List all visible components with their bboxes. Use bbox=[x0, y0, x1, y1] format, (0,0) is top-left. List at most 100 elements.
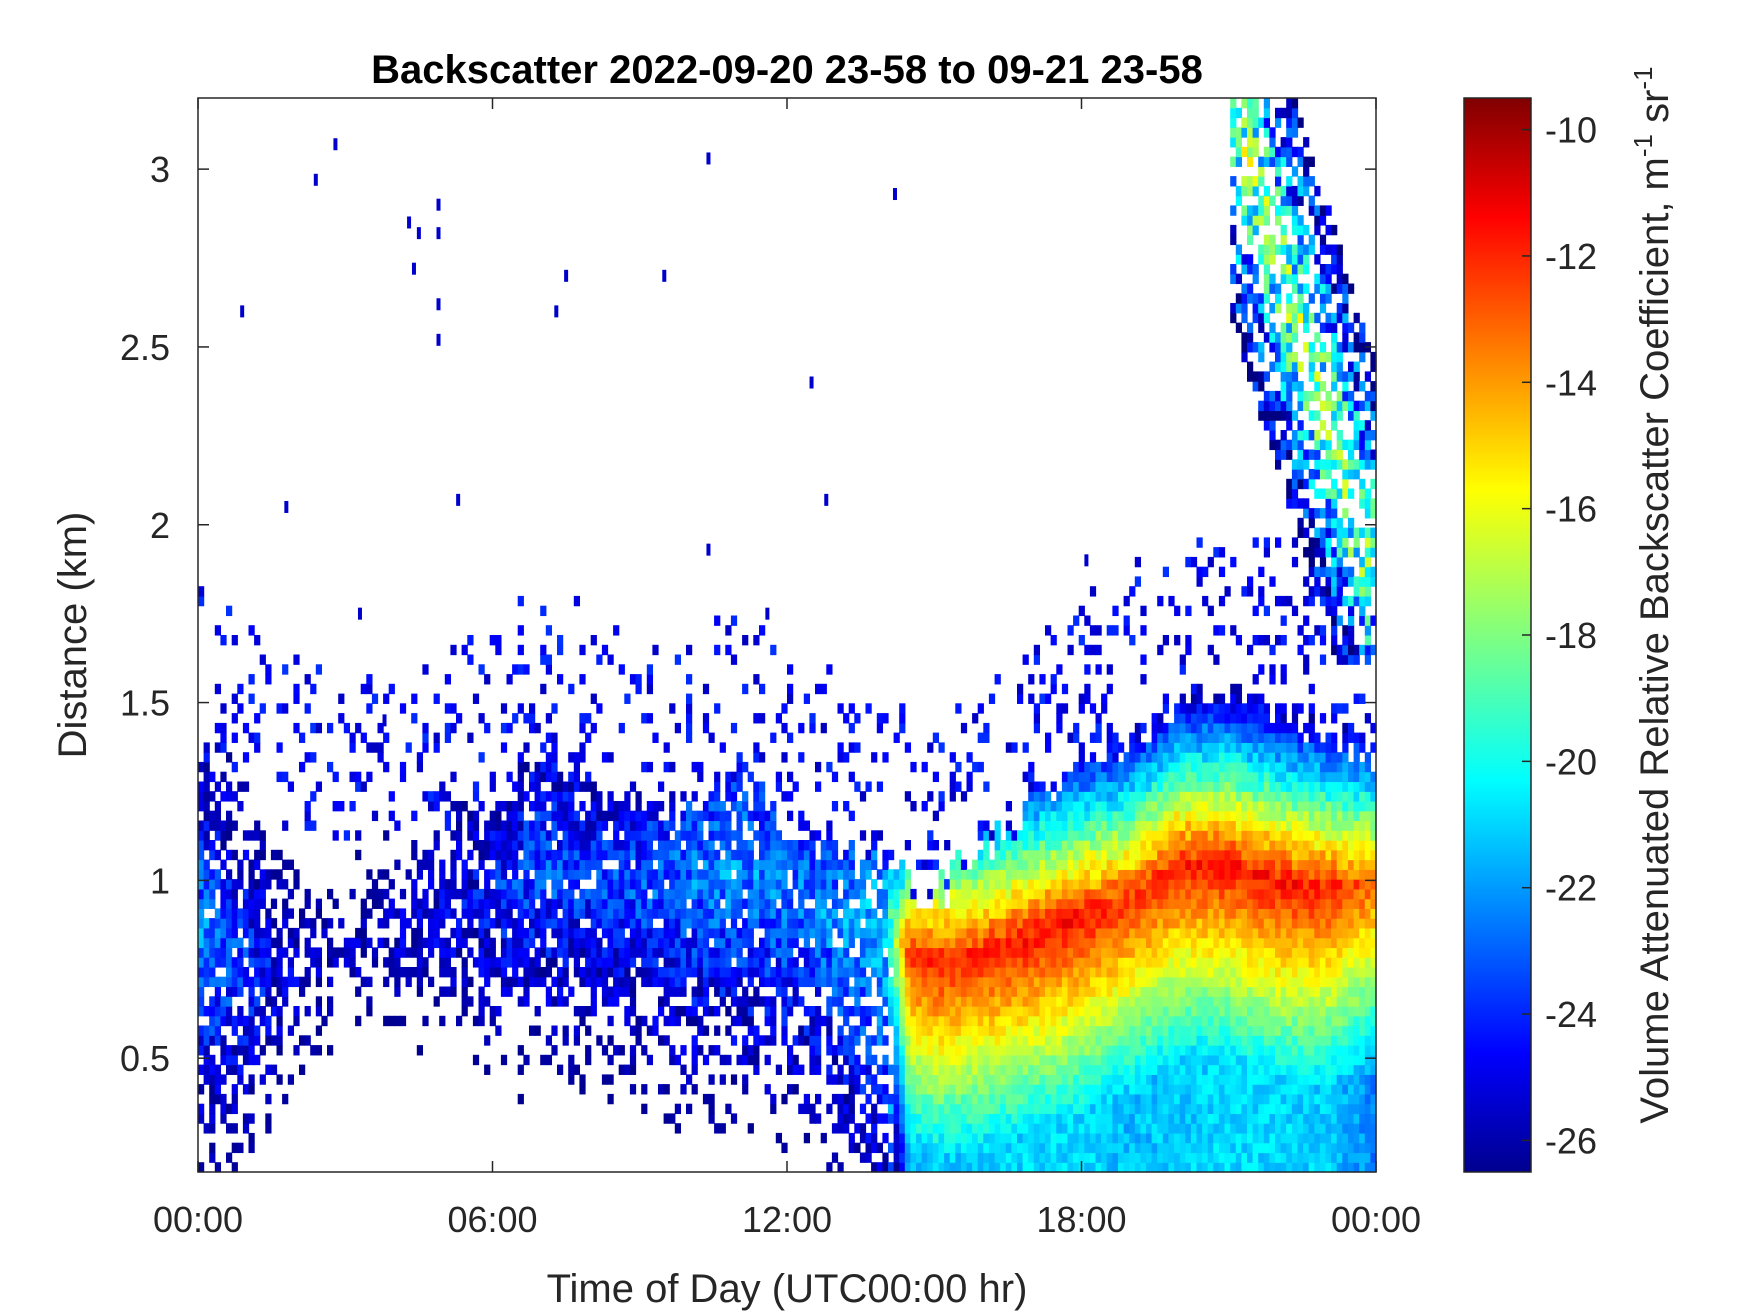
heatmap-cell bbox=[960, 791, 968, 802]
heatmap-cell bbox=[1162, 1113, 1170, 1124]
heatmap-cell bbox=[904, 898, 912, 909]
heatmap-cell bbox=[798, 752, 805, 763]
heatmap-cell bbox=[1033, 1064, 1041, 1075]
heatmap-cell bbox=[1162, 693, 1170, 704]
heatmap-cell bbox=[366, 1006, 373, 1017]
heatmap-cell bbox=[1123, 869, 1130, 880]
heatmap-cell bbox=[1011, 996, 1018, 1007]
heatmap-cell bbox=[1073, 908, 1080, 919]
heatmap-cell bbox=[1174, 1035, 1181, 1046]
heatmap-cell bbox=[254, 888, 261, 900]
heatmap-cell bbox=[1033, 1035, 1041, 1046]
heatmap-cell bbox=[770, 849, 777, 861]
heatmap-cell bbox=[304, 947, 311, 958]
heatmap-cell bbox=[568, 1074, 575, 1085]
heatmap-cell bbox=[613, 879, 620, 890]
heatmap-cell bbox=[1101, 898, 1108, 909]
heatmap-cell bbox=[803, 1093, 811, 1105]
heatmap-cell bbox=[1073, 976, 1080, 988]
heatmap-cell bbox=[1213, 840, 1220, 851]
heatmap-cell bbox=[226, 898, 233, 909]
heatmap-cell bbox=[646, 937, 654, 949]
heatmap-cell bbox=[472, 840, 480, 851]
heatmap-cell bbox=[428, 937, 435, 949]
heatmap-cell bbox=[1213, 996, 1220, 1007]
heatmap-cell bbox=[1185, 1103, 1192, 1115]
heatmap-cell bbox=[1162, 908, 1170, 919]
heatmap-cell bbox=[1089, 879, 1097, 890]
heatmap-cell bbox=[747, 937, 754, 949]
heatmap-cell bbox=[848, 810, 855, 822]
heatmap-cell bbox=[882, 879, 889, 890]
heatmap-cell bbox=[635, 849, 642, 861]
heatmap-cell bbox=[960, 1064, 968, 1075]
heatmap-cell bbox=[820, 879, 827, 890]
heatmap-cell bbox=[988, 859, 996, 870]
heatmap-cell bbox=[1151, 957, 1158, 968]
heatmap-cell bbox=[573, 781, 581, 792]
heatmap-cell bbox=[198, 967, 205, 978]
heatmap-cell bbox=[1050, 1054, 1057, 1066]
heatmap-cell bbox=[1140, 801, 1147, 812]
heatmap-cell bbox=[624, 859, 631, 870]
heatmap-cell bbox=[1162, 566, 1170, 578]
heatmap-cell bbox=[1157, 1054, 1164, 1066]
heatmap-cell bbox=[198, 820, 205, 831]
heatmap-cell bbox=[1045, 849, 1052, 861]
heatmap-cell bbox=[1022, 1074, 1029, 1085]
heatmap-cell bbox=[686, 1103, 693, 1115]
heatmap-cell bbox=[888, 937, 895, 949]
heatmap-cell bbox=[1112, 840, 1119, 851]
heatmap-cell bbox=[1078, 605, 1085, 617]
heatmap-cell bbox=[1005, 1006, 1013, 1017]
heatmap-cell bbox=[1101, 810, 1108, 822]
heatmap-cell bbox=[787, 927, 794, 939]
heatmap-cell bbox=[1118, 849, 1125, 861]
heatmap-cell bbox=[1213, 898, 1220, 909]
heatmap-cell bbox=[1061, 1142, 1069, 1154]
heatmap-cell bbox=[944, 1103, 951, 1115]
heatmap-cell bbox=[1179, 1035, 1186, 1046]
heatmap-cell bbox=[932, 888, 940, 900]
heatmap-cell bbox=[629, 830, 637, 841]
heatmap-cell bbox=[545, 664, 553, 675]
heatmap-cell bbox=[792, 1084, 799, 1095]
heatmap-cell bbox=[899, 1103, 906, 1115]
heatmap-cell bbox=[585, 1045, 592, 1056]
heatmap-cell bbox=[242, 1025, 250, 1036]
heatmap-cell bbox=[725, 937, 732, 949]
heatmap-cell bbox=[399, 937, 407, 949]
heatmap-cell bbox=[1174, 996, 1181, 1007]
heatmap-cell bbox=[596, 703, 603, 714]
heatmap-cell bbox=[1022, 1123, 1029, 1134]
heatmap-cell bbox=[972, 1142, 979, 1154]
heatmap-cell bbox=[332, 947, 339, 958]
heatmap-cell bbox=[1112, 820, 1119, 831]
heatmap-cell bbox=[764, 957, 771, 968]
heatmap-cell bbox=[1140, 898, 1147, 909]
heatmap-cell bbox=[1095, 791, 1102, 802]
heatmap-cell bbox=[949, 898, 956, 909]
heatmap-cell bbox=[562, 849, 569, 861]
heatmap-cell bbox=[1168, 888, 1175, 900]
heatmap-cell bbox=[1022, 1113, 1029, 1124]
heatmap-cell bbox=[641, 947, 648, 958]
heatmap-cell bbox=[1106, 849, 1113, 861]
heatmap-cell bbox=[1196, 947, 1203, 958]
heatmap-cell bbox=[1073, 761, 1080, 773]
heatmap-cell bbox=[949, 1006, 956, 1017]
heatmap-cell bbox=[613, 996, 620, 1007]
heatmap-cell bbox=[770, 976, 777, 988]
heatmap-cell bbox=[652, 1015, 659, 1027]
heatmap-cell bbox=[1095, 1015, 1102, 1027]
heatmap-cell bbox=[955, 1064, 962, 1075]
heatmap-cell bbox=[910, 986, 917, 997]
heatmap-cell bbox=[214, 879, 222, 890]
heatmap-cell bbox=[315, 976, 323, 988]
heatmap-cell bbox=[1202, 986, 1209, 997]
heatmap-cell bbox=[904, 1093, 912, 1105]
heatmap-cell bbox=[461, 801, 468, 812]
heatmap-cell bbox=[714, 986, 721, 997]
heatmap-cell bbox=[1123, 1074, 1130, 1085]
heatmap-cell bbox=[893, 1015, 900, 1027]
